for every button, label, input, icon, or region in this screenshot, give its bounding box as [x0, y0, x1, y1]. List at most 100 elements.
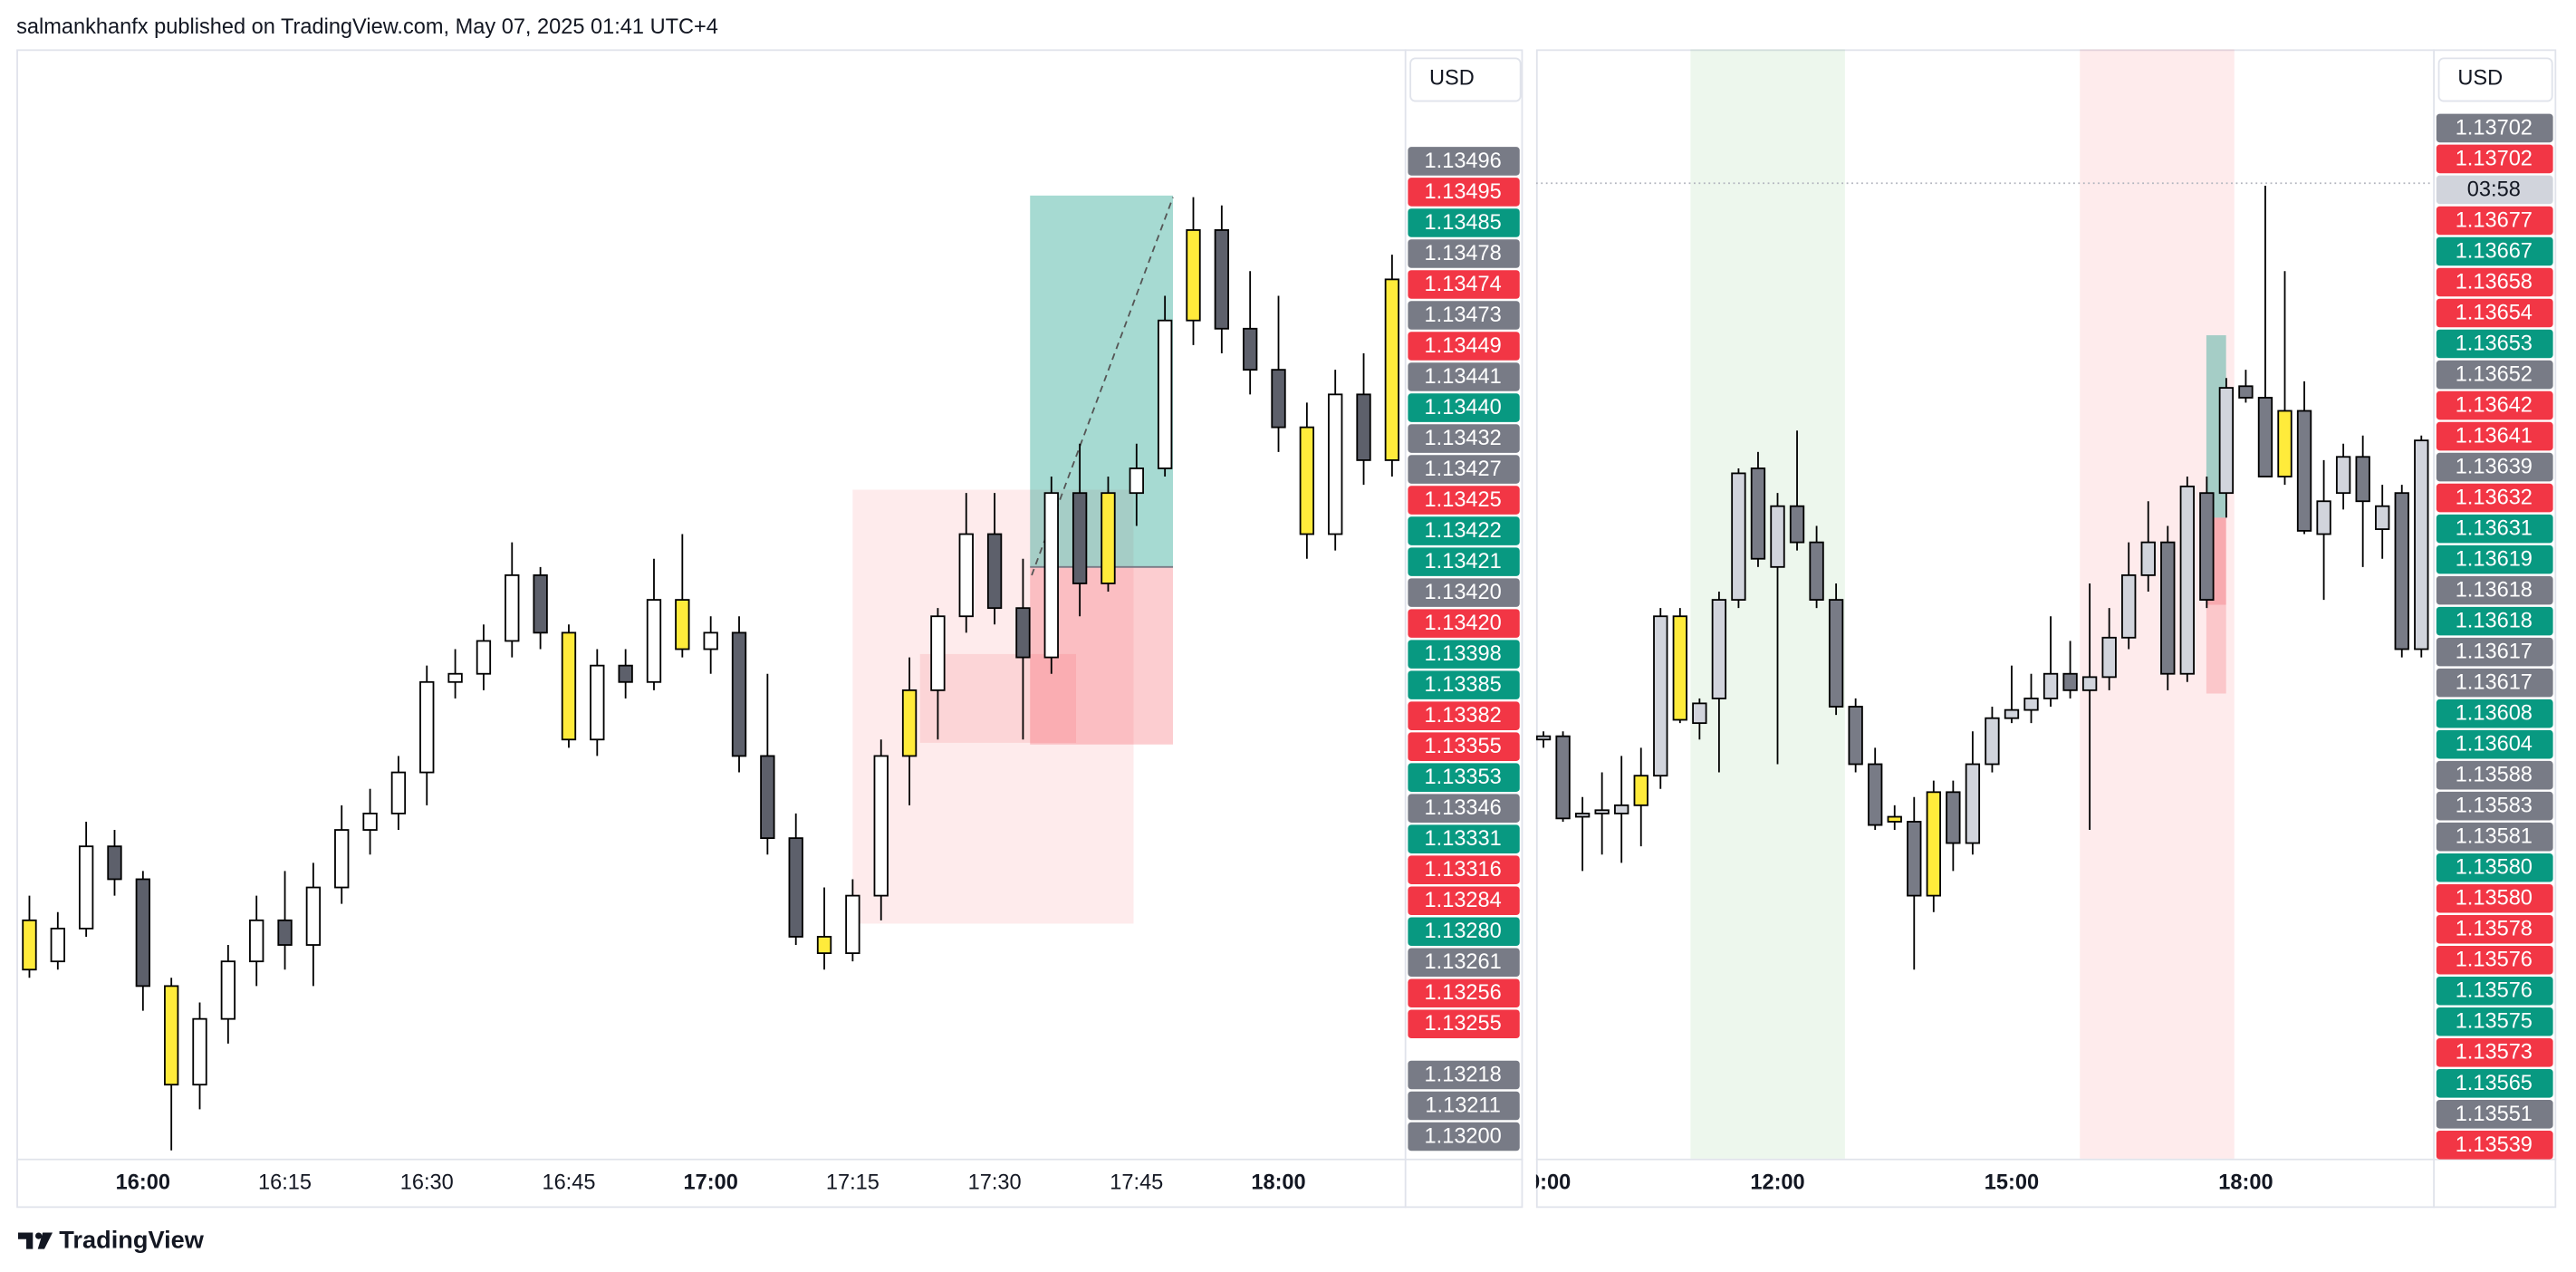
price-tag — [2436, 976, 2553, 1006]
price-tag — [1408, 578, 1520, 607]
price-tag — [2436, 483, 2553, 513]
price-tag — [2436, 175, 2553, 205]
price-tag — [1408, 455, 1520, 484]
price-tag — [2436, 236, 2553, 266]
price-tag — [2436, 390, 2553, 420]
candle-body — [2160, 541, 2176, 675]
brand-name: TradingView — [59, 1226, 204, 1254]
price-tag-label: 1.13255 — [1425, 1011, 1502, 1035]
price-tag — [2436, 1069, 2553, 1098]
candle-body — [1731, 472, 1746, 601]
price-tag — [2436, 668, 2553, 698]
price-tag-label: 1.13618 — [2456, 578, 2533, 602]
candle-body — [2140, 541, 2156, 576]
candle-body — [561, 631, 577, 741]
price-tag-label: 1.13619 — [2456, 547, 2533, 571]
candle-body — [1692, 702, 1707, 725]
price-tag — [2436, 637, 2553, 667]
price-tag-label: 1.13667 — [2456, 238, 2533, 262]
price-tag — [1408, 670, 1520, 699]
candle-body — [816, 936, 832, 954]
price-tag — [2436, 452, 2553, 482]
price-tag-label: 1.13427 — [1425, 457, 1502, 480]
price-tag — [2436, 791, 2553, 821]
candle-body — [362, 812, 378, 831]
price-tag — [2436, 853, 2553, 882]
projection-line — [1031, 197, 1174, 576]
candle-body — [2004, 708, 2020, 719]
currency-button[interactable] — [1409, 57, 1522, 102]
candle-body — [2375, 505, 2390, 530]
currency-label[interactable]: USD — [2457, 65, 2503, 89]
price-tag-label: 1.13551 — [2456, 1102, 2533, 1125]
price-tag — [1408, 763, 1520, 792]
candle-body — [2023, 698, 2039, 711]
price-tag-label: 1.13432 — [1425, 426, 1502, 449]
price-tag — [1408, 824, 1520, 853]
candle-body — [1594, 809, 1610, 814]
candle-body — [22, 919, 37, 971]
panel-frame — [16, 49, 1523, 1209]
logo-mark — [17, 1232, 34, 1249]
candle-body — [2121, 573, 2137, 639]
brand-logo: TradingView — [17, 1226, 205, 1254]
price-tag — [1408, 886, 1520, 916]
price-tag-label: 1.13420 — [1425, 611, 1502, 634]
price-tag-label: 1.13642 — [2456, 393, 2533, 417]
price-tag-label: 1.13658 — [2456, 269, 2533, 293]
candle-body — [1672, 615, 1687, 721]
panel-frame — [1535, 49, 2557, 1209]
price-tag-label: 1.13580 — [2456, 886, 2533, 910]
price-tag-label: 1.13200 — [1425, 1123, 1502, 1147]
price-tag — [1408, 917, 1520, 947]
candle-body — [78, 845, 94, 930]
candle-body — [1243, 327, 1258, 371]
currency-label[interactable]: USD — [1429, 65, 1475, 89]
candle-body — [2296, 410, 2312, 532]
price-tag-label: 1.13385 — [1425, 672, 1502, 696]
price-tag — [2436, 298, 2553, 328]
candle-body — [760, 755, 775, 840]
price-tag-label: 1.13576 — [2456, 948, 2533, 971]
price-tag — [1408, 362, 1520, 391]
price-tag — [2436, 575, 2553, 605]
x-tick-label: 16:30 — [400, 1170, 454, 1193]
price-tag — [1408, 147, 1520, 176]
price-tag-label: 1.13617 — [2456, 640, 2533, 663]
candle-body — [1072, 492, 1088, 584]
candle-body — [1985, 717, 2000, 766]
price-tag-label: 1.13425 — [1425, 487, 1502, 511]
x-tick-label: 16:00 — [116, 1170, 170, 1193]
price-tag — [1408, 732, 1520, 761]
candle-body — [2218, 387, 2235, 495]
candle-body — [2394, 492, 2409, 650]
price-tag-label: 1.13653 — [2456, 331, 2533, 354]
price-tag-label: 1.13652 — [2456, 361, 2533, 385]
price-tag — [2436, 267, 2553, 297]
price-axis: 1.13496 1.13495 1.13485 1.13478 1.13474 1.134… — [1408, 147, 1520, 1152]
price-tag-label: 1.13539 — [2456, 1132, 2533, 1156]
price-tag — [2436, 144, 2553, 174]
session-band — [2080, 49, 2235, 1159]
price-tag-label: 1.13576 — [2456, 978, 2533, 1002]
price-tag-label: 1.13218 — [1425, 1062, 1502, 1085]
price-tag-label: 1.13353 — [1425, 765, 1502, 788]
candle-body — [845, 894, 860, 954]
candle-body — [986, 533, 1003, 610]
candle-body — [1926, 791, 1941, 897]
candle-body — [873, 755, 889, 897]
price-tag-label: 1.13473 — [1425, 303, 1502, 326]
price-tag-label: 1.13420 — [1425, 580, 1502, 603]
currency-button[interactable] — [2437, 57, 2553, 102]
candle-body — [1043, 492, 1059, 659]
price-tag-label: 1.13474 — [1425, 272, 1502, 295]
candles — [22, 197, 1400, 1151]
price-tag — [1408, 1009, 1520, 1039]
candle-body — [1653, 615, 1668, 777]
candle-body — [1328, 393, 1343, 535]
candle-body — [2257, 397, 2273, 477]
candle-body — [1789, 505, 1805, 544]
price-tag — [1408, 270, 1520, 299]
price-tag-label: 1.13331 — [1425, 826, 1502, 850]
price-tag-label: 1.13284 — [1425, 888, 1502, 911]
